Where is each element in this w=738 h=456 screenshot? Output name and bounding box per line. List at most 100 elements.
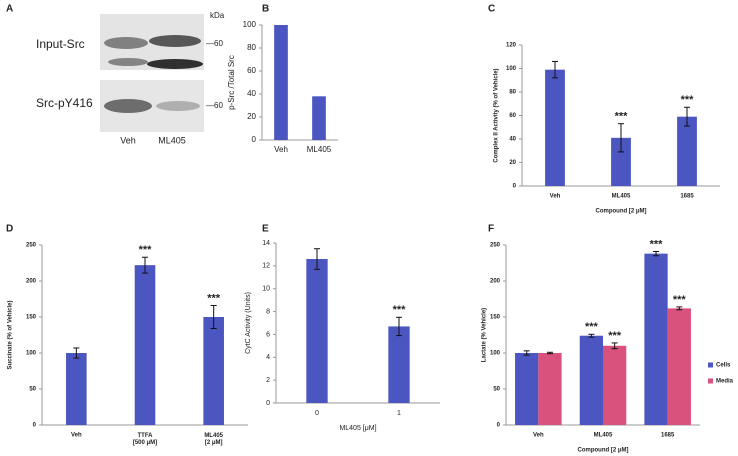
legend-label: Cells bbox=[716, 363, 731, 369]
y-tick-label: 80 bbox=[247, 43, 256, 52]
x-tick-label: ML405 bbox=[612, 194, 631, 200]
lane-label: ML405 bbox=[158, 135, 186, 145]
kda-label: kDa bbox=[210, 11, 225, 20]
bar bbox=[545, 69, 565, 186]
y-tick-label: 40 bbox=[247, 89, 256, 98]
panel-label: C bbox=[488, 4, 495, 15]
blot-row-label: Src-pY416 bbox=[36, 96, 93, 110]
blot-marker: —60 bbox=[206, 39, 223, 48]
bar bbox=[66, 353, 87, 425]
error-bar bbox=[73, 347, 80, 359]
bar bbox=[388, 326, 410, 403]
y-tick-label: 60 bbox=[509, 113, 516, 119]
y-tick-label: 150 bbox=[490, 315, 501, 321]
y-tick-label: 80 bbox=[509, 90, 516, 96]
bar bbox=[677, 116, 697, 186]
x-tick-label: 1685 bbox=[661, 433, 675, 439]
y-tick-label: 250 bbox=[490, 243, 501, 249]
y-tick-label: 200 bbox=[490, 279, 501, 285]
y-tick-label: 6 bbox=[266, 331, 270, 338]
y-axis-label: Succinate (% of Vehicle) bbox=[8, 300, 14, 369]
legend-swatch bbox=[708, 378, 713, 384]
x-tick-label: Veh bbox=[533, 433, 544, 439]
x-axis-label: Compound [2 μM] bbox=[578, 448, 629, 454]
error-bar bbox=[314, 248, 320, 270]
x-tick-label: 1685 bbox=[680, 194, 694, 200]
significance-label: *** bbox=[650, 238, 664, 250]
bar bbox=[611, 137, 631, 186]
panel-label: A bbox=[6, 4, 13, 15]
significance-label: *** bbox=[139, 244, 153, 256]
bar bbox=[312, 96, 326, 140]
y-tick-label: 50 bbox=[493, 387, 500, 393]
bar bbox=[538, 353, 562, 425]
significance-label: *** bbox=[681, 94, 695, 106]
y-axis-label: Complex II Activity (% of Vehicle) bbox=[494, 68, 500, 162]
y-axis-label: CytC Activity (Units) bbox=[245, 292, 252, 354]
chart-panel: B 0 20 40 60 80 100 p-Src /Total Src Veh ML405 bbox=[227, 4, 338, 154]
blot-band bbox=[104, 37, 148, 49]
significance-label: *** bbox=[608, 330, 622, 342]
x-tick-label: TTFA [500 μM] bbox=[133, 433, 157, 446]
legend-swatch bbox=[708, 362, 713, 368]
panel-label: B bbox=[262, 4, 269, 15]
blot-band bbox=[104, 99, 152, 113]
x-tick-label: 1 bbox=[397, 410, 401, 417]
y-tick-label: 0 bbox=[497, 423, 501, 429]
error-bar bbox=[546, 351, 553, 355]
y-tick-label: 2 bbox=[266, 377, 270, 384]
y-tick-label: 40 bbox=[509, 137, 516, 143]
y-tick-label: 100 bbox=[490, 351, 501, 357]
y-tick-label: 20 bbox=[247, 112, 256, 121]
bar bbox=[515, 353, 539, 425]
y-axis-label: p-Src /Total Src bbox=[227, 55, 236, 110]
y-tick-label: 12 bbox=[262, 263, 270, 270]
error-bar bbox=[523, 350, 530, 356]
y-tick-label: 200 bbox=[26, 279, 37, 285]
bar bbox=[274, 25, 288, 140]
y-axis-label: Lactate (% Vehicle) bbox=[482, 308, 488, 362]
panel-label: E bbox=[262, 224, 269, 235]
y-tick-label: 120 bbox=[506, 43, 517, 49]
x-tick-label: ML405 bbox=[307, 145, 332, 154]
y-tick-label: 50 bbox=[29, 387, 36, 393]
y-tick-label: 250 bbox=[26, 243, 37, 249]
bar bbox=[667, 308, 691, 425]
x-tick-label: ML405 bbox=[594, 433, 613, 439]
significance-label: *** bbox=[615, 111, 629, 123]
chart-panel: C 0 20 40 60 80 100 120 Complex II Activity (% o… bbox=[488, 4, 720, 215]
x-tick-label: Veh bbox=[550, 194, 561, 200]
blot-band bbox=[149, 35, 201, 47]
bar bbox=[579, 335, 603, 425]
significance-label: *** bbox=[393, 304, 407, 316]
bar bbox=[134, 265, 156, 425]
blot-panel: A kDa Input-Src —60 Src-pY416 —60 Veh ML… bbox=[6, 4, 225, 146]
bar bbox=[644, 253, 668, 425]
y-tick-label: 0 bbox=[33, 423, 37, 429]
y-tick-label: 0 bbox=[266, 400, 270, 407]
error-bar bbox=[210, 304, 217, 330]
chart-panel: F 0 50 100 150 200 250 Lactate (% Vehicle) Veh ML… bbox=[482, 224, 734, 454]
y-tick-label: 150 bbox=[26, 315, 37, 321]
chart-panel: D 0 50 100 150 200 250 Succinate (% of Vehicle)… bbox=[6, 224, 248, 446]
error-bar bbox=[552, 60, 558, 79]
error-bar bbox=[396, 316, 402, 337]
error-bar bbox=[676, 306, 683, 311]
y-tick-label: 0 bbox=[252, 135, 257, 144]
blot-marker: —60 bbox=[206, 101, 223, 110]
x-axis-label: ML405 [μM] bbox=[339, 425, 376, 432]
significance-label: *** bbox=[673, 294, 687, 306]
error-bar bbox=[618, 123, 624, 153]
error-bar bbox=[142, 256, 148, 274]
y-tick-label: 20 bbox=[509, 160, 516, 166]
y-tick-label: 14 bbox=[262, 240, 270, 247]
panel-label: F bbox=[488, 224, 494, 235]
y-tick-label: 60 bbox=[247, 66, 256, 75]
bar bbox=[603, 345, 627, 425]
y-tick-label: 8 bbox=[266, 308, 270, 315]
y-tick-label: 100 bbox=[243, 20, 257, 29]
panel-label: D bbox=[6, 224, 13, 235]
blot-row-label: Input-Src bbox=[36, 37, 85, 51]
error-bar bbox=[588, 333, 595, 338]
